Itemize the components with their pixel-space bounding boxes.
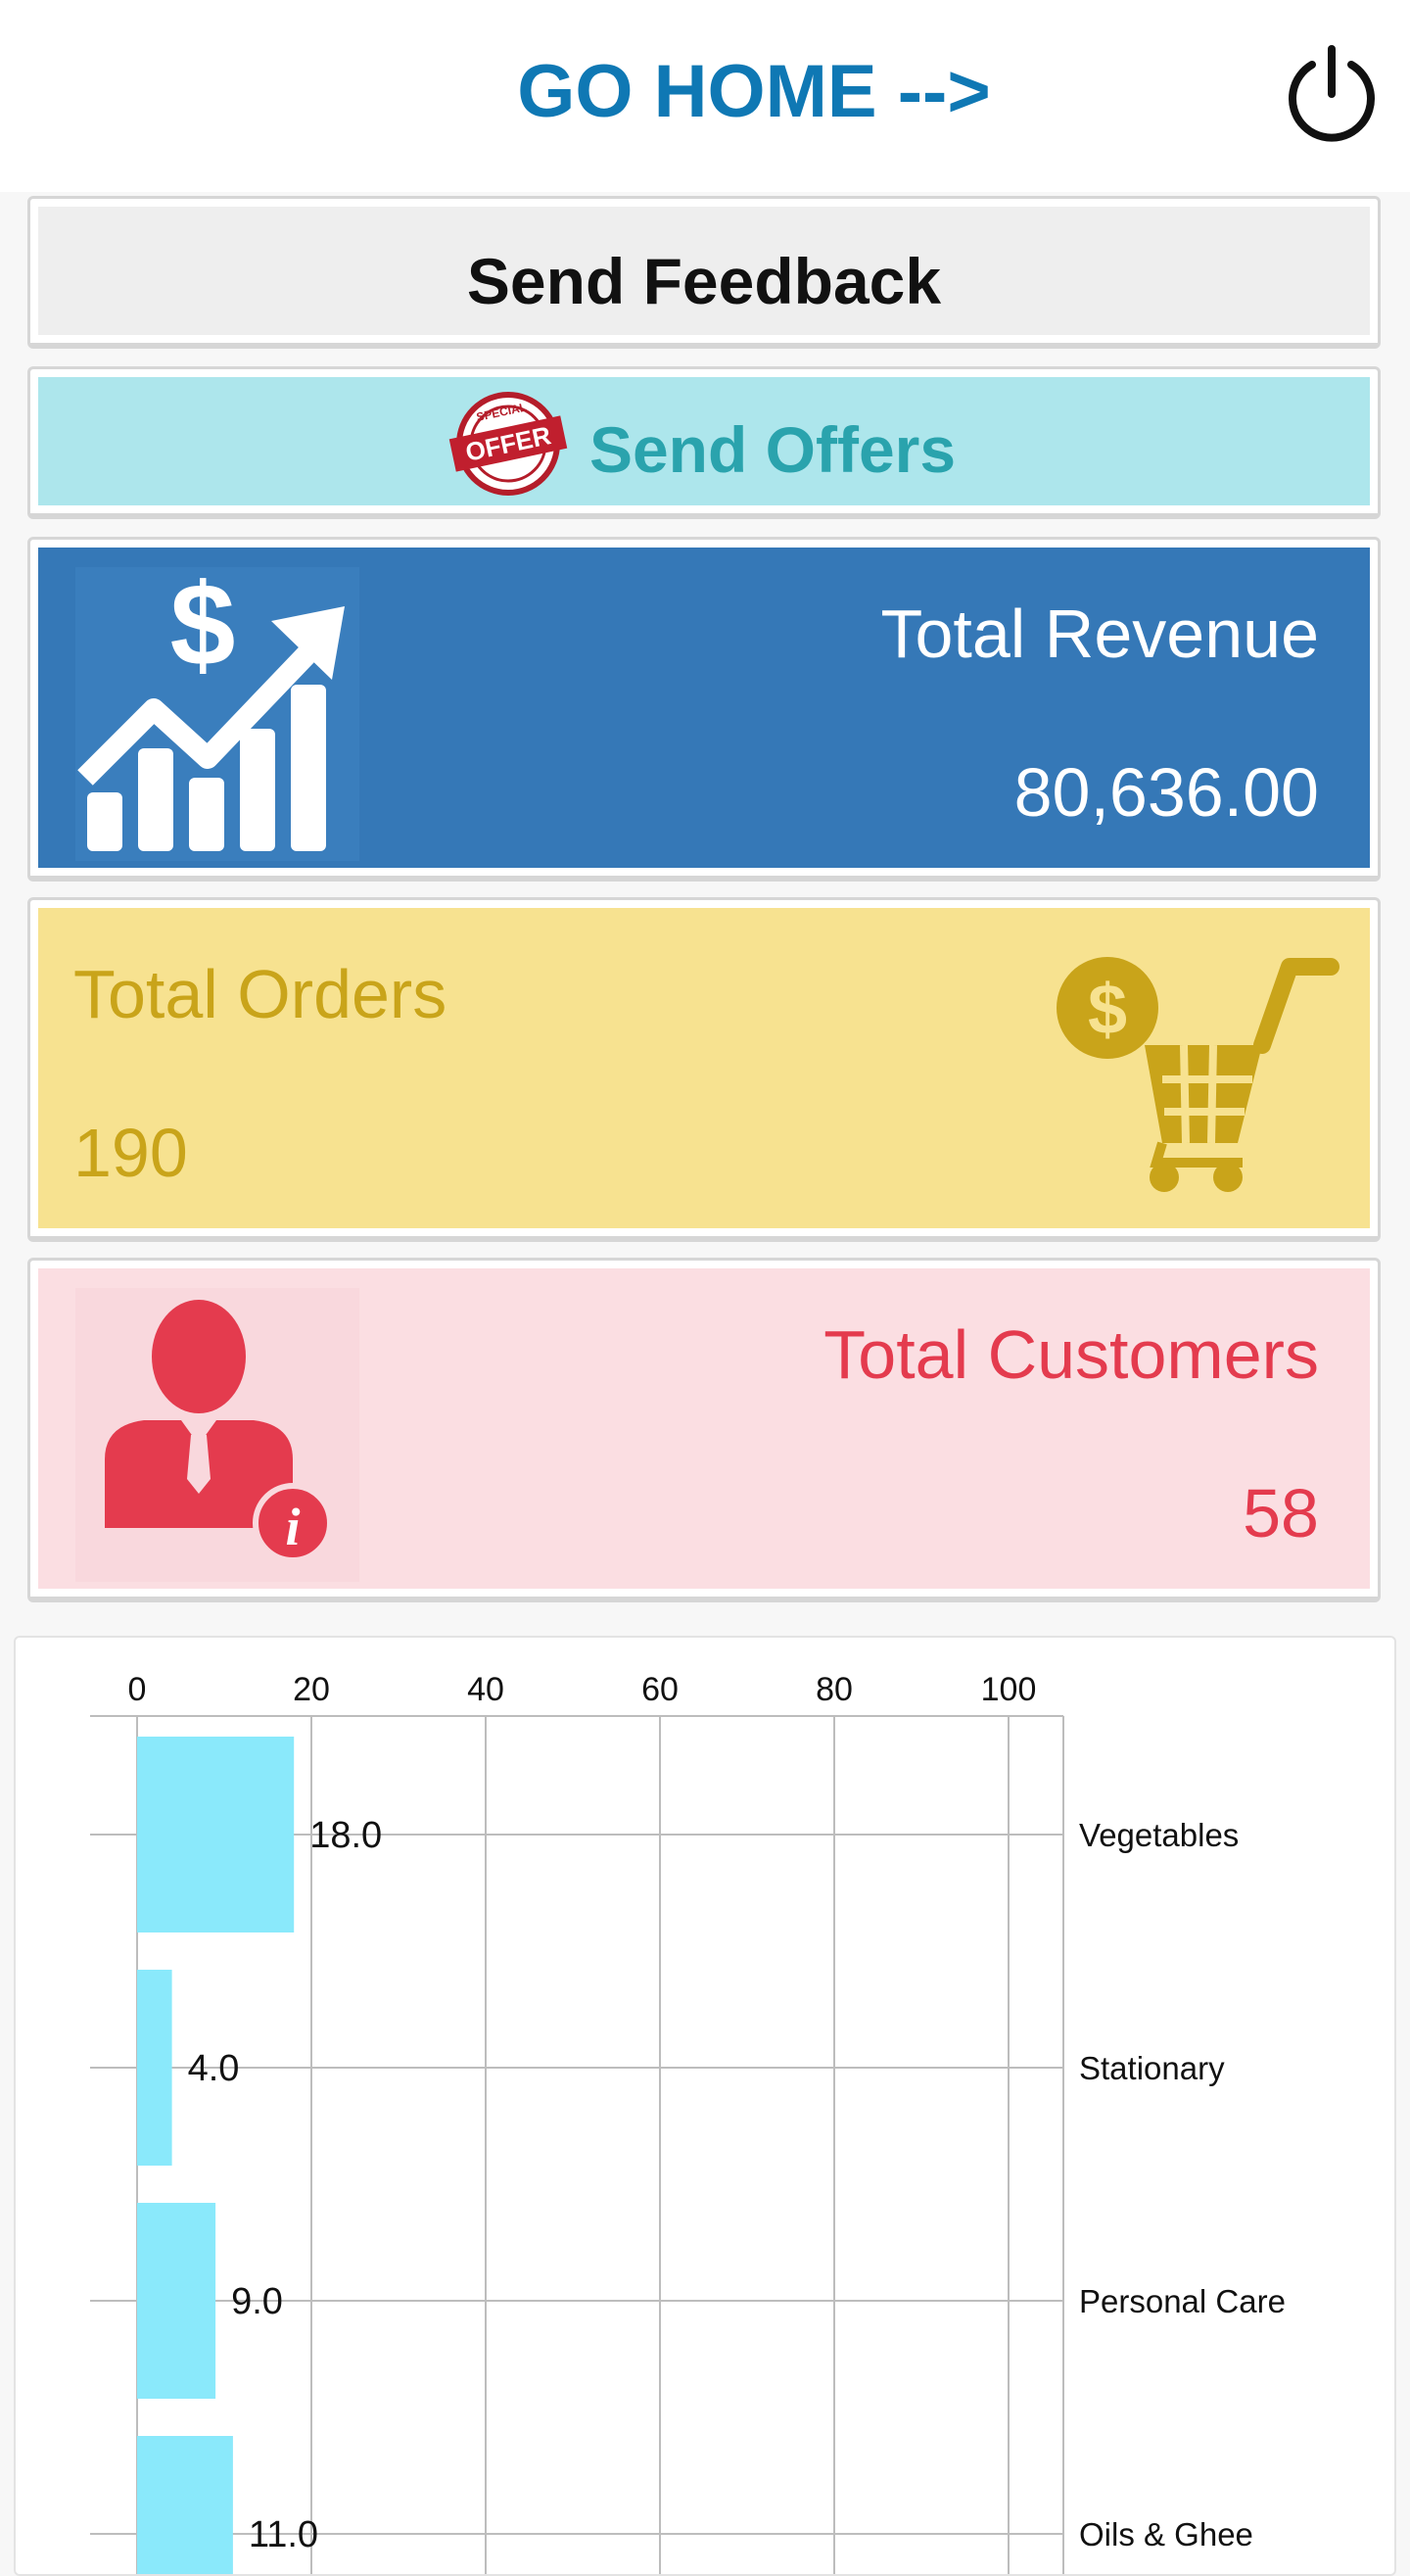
app-header: GO HOME --> — [0, 0, 1410, 192]
bar-value-label: 9.0 — [231, 2281, 283, 2322]
go-home-link[interactable]: GO HOME --> — [517, 50, 991, 133]
total-customers-card[interactable]: i Total Customers 58 — [27, 1258, 1381, 1602]
shopping-cart-icon: $ — [1057, 957, 1340, 1192]
svg-text:i: i — [285, 1498, 300, 1556]
total-customers-surface: i Total Customers 58 — [38, 1268, 1370, 1589]
customer-info-icon: i — [75, 1288, 359, 1582]
bar-vegetables — [137, 1737, 295, 1932]
bar-value-label: 18.0 — [309, 1815, 382, 1856]
bar-oils-ghee — [137, 2436, 233, 2574]
send-feedback-label: Send Feedback — [466, 245, 942, 317]
x-tick-label: 60 — [641, 1671, 679, 1708]
bar-personal-care — [137, 2203, 216, 2399]
category-label: Vegetables — [1079, 1817, 1239, 1853]
x-tick-label: 20 — [293, 1671, 330, 1708]
bar-value-label: 4.0 — [188, 2048, 240, 2089]
send-offers-surface: OFFER SPECIAL Send Offers — [38, 377, 1370, 505]
total-revenue-surface: $ Total Revenue 80,636.00 — [38, 548, 1370, 868]
svg-text:$: $ — [1088, 971, 1127, 1049]
bar-stationary — [137, 1970, 172, 2166]
total-revenue-label: Total Revenue — [880, 596, 1319, 672]
send-offers-button[interactable]: OFFER SPECIAL Send Offers — [27, 366, 1381, 519]
category-bar-chart-panel: 0 20 40 60 80 100 18.0 Vegetables 4.0 Stationary 9… — [14, 1636, 1396, 2576]
total-orders-surface: Total Orders 190 $ — [38, 908, 1370, 1228]
send-offers-label: Send Offers — [588, 413, 957, 486]
bar-value-label: 11.0 — [249, 2514, 318, 2555]
total-orders-label: Total Orders — [73, 956, 447, 1032]
total-customers-value: 58 — [1243, 1475, 1319, 1551]
category-bar-chart: 0 20 40 60 80 100 18.0 Vegetables 4.0 Stationary 9… — [90, 1671, 1286, 2574]
svg-text:$: $ — [170, 567, 236, 691]
special-offer-badge-icon: OFFER SPECIAL — [448, 392, 568, 496]
send-feedback-surface: Send Feedback — [38, 207, 1370, 335]
category-label: Stationary — [1079, 2050, 1225, 2086]
x-tick-label: 100 — [981, 1671, 1037, 1708]
x-tick-label: 0 — [128, 1671, 147, 1708]
category-label: Oils & Ghee — [1079, 2516, 1253, 2552]
revenue-growth-icon: $ — [75, 567, 359, 861]
x-tick-label: 80 — [816, 1671, 853, 1708]
total-customers-label: Total Customers — [823, 1316, 1319, 1393]
total-orders-value: 190 — [73, 1115, 188, 1191]
total-orders-card[interactable]: Total Orders 190 $ — [27, 897, 1381, 1242]
total-revenue-card[interactable]: $ Total Revenue 80,636.00 — [27, 537, 1381, 882]
total-revenue-value: 80,636.00 — [1013, 754, 1319, 831]
send-feedback-button[interactable]: Send Feedback — [27, 196, 1381, 349]
category-label: Personal Care — [1079, 2283, 1286, 2319]
x-tick-label: 40 — [467, 1671, 504, 1708]
power-icon[interactable] — [1283, 43, 1381, 145]
